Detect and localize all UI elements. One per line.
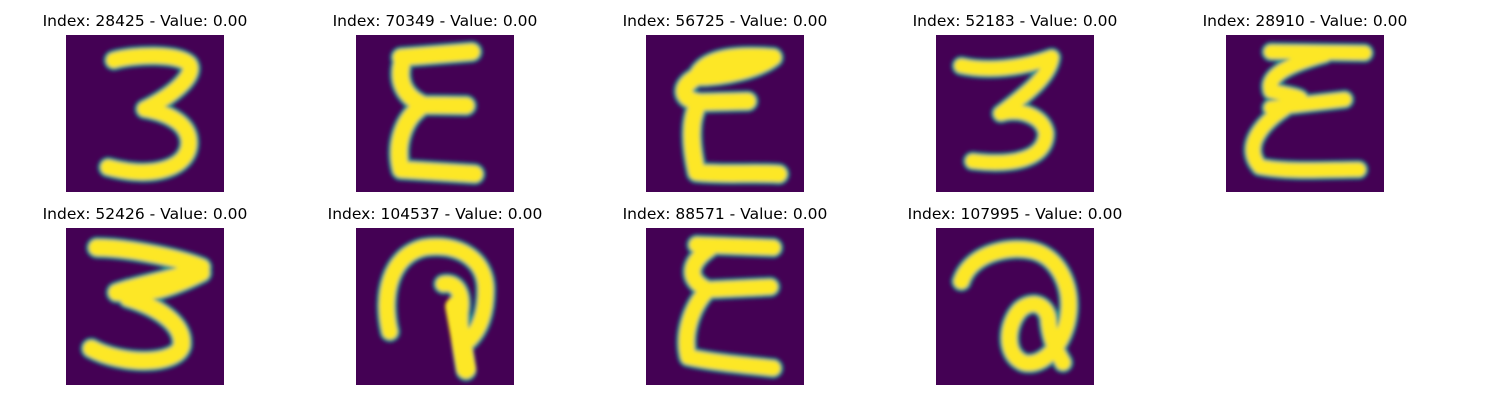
- digit-image: [1226, 35, 1384, 192]
- digit-image: [936, 35, 1094, 192]
- panel-title: Index: 107995 - Value: 0.00: [907, 205, 1123, 223]
- digit-image: [66, 228, 224, 385]
- digit-image: [356, 228, 514, 385]
- digit-image: [646, 35, 804, 192]
- panel-7: Index: 104537 - Value: 0.00: [290, 193, 580, 385]
- panel-4: Index: 52183 - Value: 0.00: [870, 0, 1160, 192]
- digit-image: [936, 228, 1094, 385]
- digit-image: [66, 35, 224, 192]
- panel-title: Index: 28425 - Value: 0.00: [42, 12, 248, 30]
- digit-image: [356, 35, 514, 192]
- panel-9: Index: 107995 - Value: 0.00: [870, 193, 1160, 385]
- panel-2: Index: 70349 - Value: 0.00: [290, 0, 580, 192]
- panel-1: Index: 28425 - Value: 0.00: [0, 0, 290, 192]
- panel-title: Index: 52183 - Value: 0.00: [912, 12, 1118, 30]
- panel-5: Index: 28910 - Value: 0.00: [1160, 0, 1450, 192]
- panel-6: Index: 52426 - Value: 0.00: [0, 193, 290, 385]
- panel-title: Index: 28910 - Value: 0.00: [1202, 12, 1408, 30]
- panel-8: Index: 88571 - Value: 0.00: [580, 193, 870, 385]
- panel-title: Index: 70349 - Value: 0.00: [332, 12, 538, 30]
- panel-3: Index: 56725 - Value: 0.00: [580, 0, 870, 192]
- digit-image: [646, 228, 804, 385]
- panel-title: Index: 56725 - Value: 0.00: [622, 12, 828, 30]
- panel-title: Index: 88571 - Value: 0.00: [622, 205, 828, 223]
- panel-title: Index: 104537 - Value: 0.00: [327, 205, 543, 223]
- panel-title: Index: 52426 - Value: 0.00: [42, 205, 248, 223]
